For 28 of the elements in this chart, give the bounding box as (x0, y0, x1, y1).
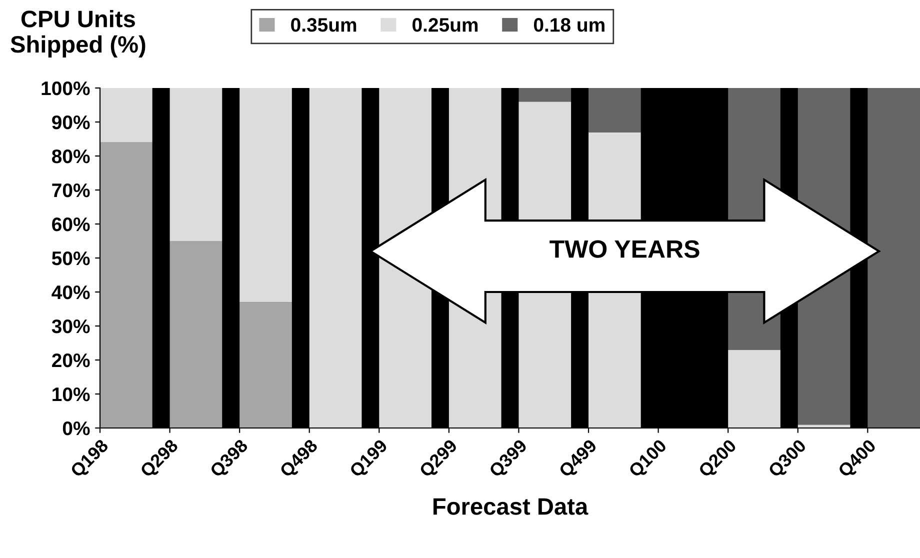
y-tick-label: 50% (52, 251, 90, 266)
bar (518, 88, 572, 102)
bar (309, 88, 362, 428)
y-tick-label: 0% (62, 421, 90, 436)
bar (100, 88, 152, 142)
bar (170, 241, 222, 428)
y-tick-label: 10% (52, 387, 90, 402)
bar (588, 88, 641, 132)
bar (728, 350, 780, 428)
y-tick-label: 30% (52, 319, 90, 334)
bar (240, 302, 292, 428)
bar (170, 88, 222, 241)
y-axis-title: CPU Units Shipped (%) (10, 10, 146, 58)
y-tick-label: 100% (42, 81, 90, 96)
legend-label: 0.25um (412, 18, 478, 32)
y-tick-label: 40% (52, 285, 90, 300)
legend-label: 0.35um (291, 18, 356, 32)
y-tick-label: 80% (52, 149, 90, 164)
y-tick-label: 90% (52, 115, 90, 130)
y-tick-label: 60% (52, 217, 90, 232)
annotation: TWO YEARS (550, 240, 700, 258)
legend-label: 0.18 um (534, 18, 604, 32)
bar (100, 142, 152, 428)
bar (868, 88, 920, 428)
bar (240, 88, 292, 302)
x-axis-title: Forecast Data (434, 498, 588, 515)
y-tick-label: 70% (52, 183, 90, 198)
y-tick-label: 20% (52, 353, 90, 368)
